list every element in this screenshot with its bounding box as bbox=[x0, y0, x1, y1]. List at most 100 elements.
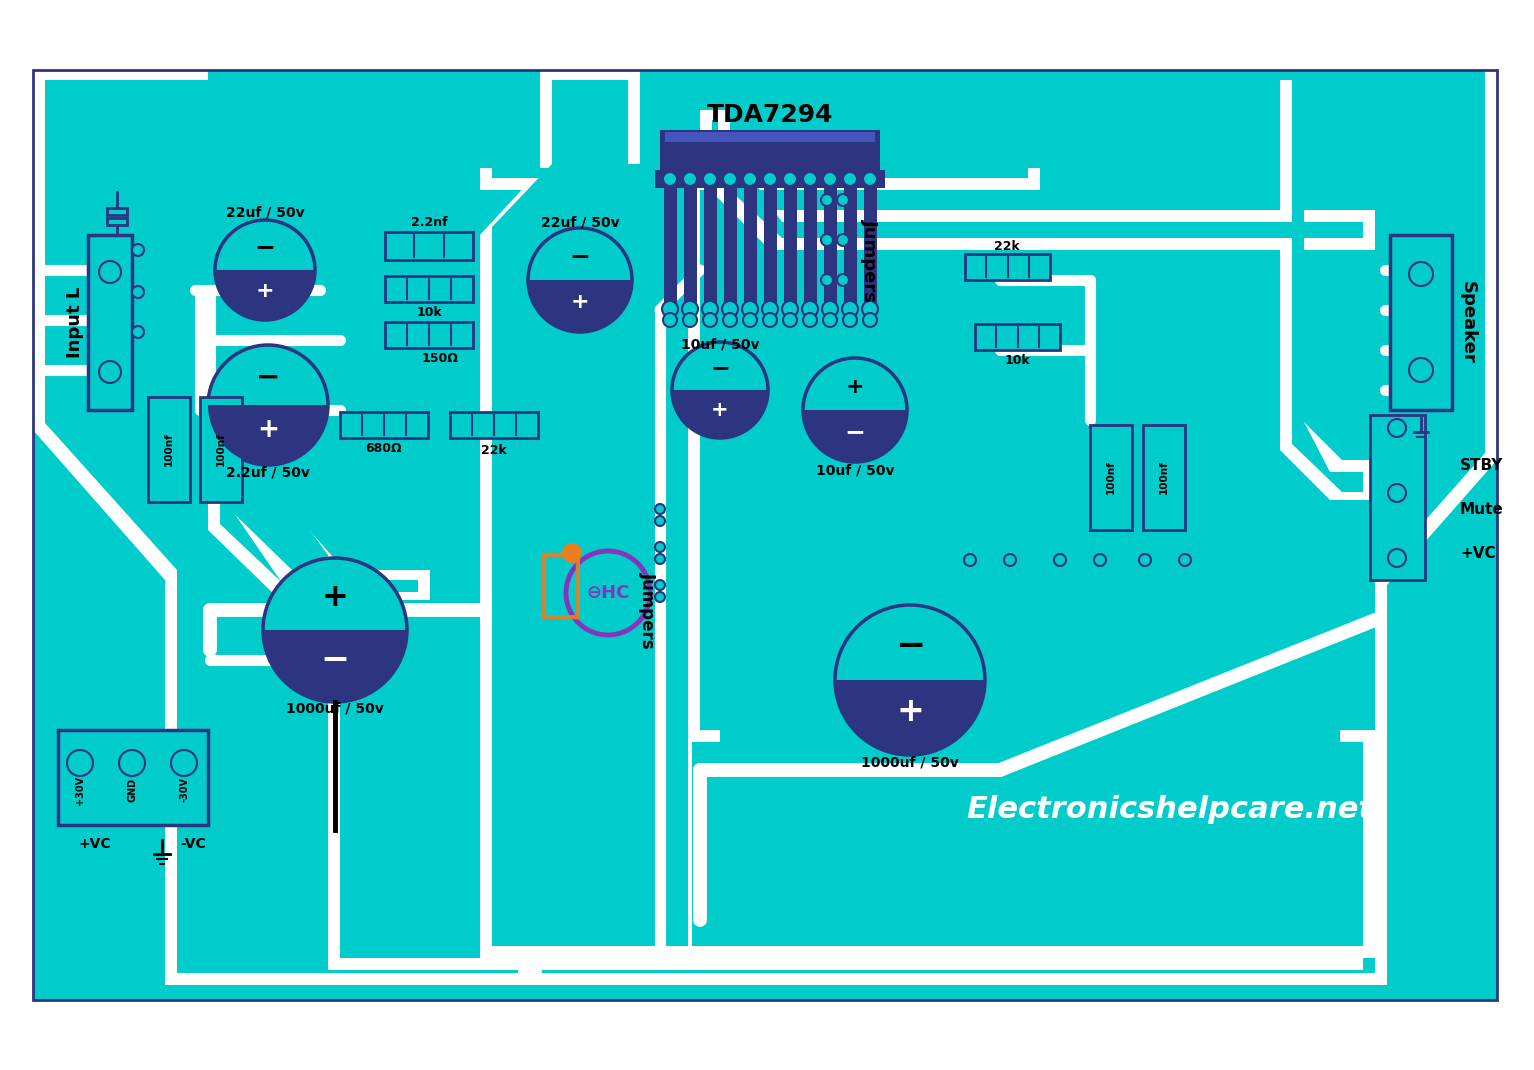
Circle shape bbox=[663, 314, 676, 327]
Circle shape bbox=[528, 228, 632, 332]
Bar bbox=[704, 170, 716, 315]
Bar bbox=[660, 129, 881, 170]
Circle shape bbox=[762, 172, 778, 186]
Polygon shape bbox=[1279, 80, 1374, 500]
Bar bbox=[492, 168, 1028, 178]
Text: 100nf: 100nf bbox=[1160, 460, 1169, 494]
Text: -30V: -30V bbox=[179, 778, 189, 802]
Bar bbox=[449, 412, 538, 438]
Bar bbox=[864, 170, 876, 315]
Circle shape bbox=[1388, 484, 1407, 502]
Text: ⊖HC: ⊖HC bbox=[586, 584, 629, 602]
Polygon shape bbox=[480, 200, 580, 470]
Bar bbox=[844, 170, 856, 315]
Circle shape bbox=[834, 605, 985, 755]
Circle shape bbox=[683, 314, 696, 327]
Text: Input L: Input L bbox=[66, 287, 84, 357]
Polygon shape bbox=[1292, 90, 1364, 492]
Circle shape bbox=[1094, 554, 1106, 566]
Bar bbox=[34, 70, 1497, 1000]
Polygon shape bbox=[692, 742, 1364, 946]
Polygon shape bbox=[480, 70, 700, 958]
Circle shape bbox=[824, 172, 838, 186]
Circle shape bbox=[655, 516, 666, 526]
Bar bbox=[664, 170, 676, 315]
Circle shape bbox=[100, 261, 121, 282]
Text: +VC: +VC bbox=[1460, 547, 1496, 562]
Bar bbox=[684, 170, 696, 315]
Bar bbox=[199, 397, 242, 502]
Circle shape bbox=[824, 314, 838, 327]
Polygon shape bbox=[492, 210, 568, 458]
Circle shape bbox=[663, 301, 678, 317]
Polygon shape bbox=[262, 630, 407, 702]
Bar bbox=[107, 208, 127, 215]
Text: −: − bbox=[255, 235, 276, 260]
Text: 22uf / 50v: 22uf / 50v bbox=[540, 215, 620, 229]
Circle shape bbox=[821, 194, 833, 207]
Text: +: + bbox=[258, 417, 279, 443]
Text: 10uf / 50v: 10uf / 50v bbox=[681, 338, 759, 352]
Text: +: + bbox=[845, 377, 864, 397]
Text: +30V: +30V bbox=[75, 776, 84, 805]
Bar bbox=[724, 170, 736, 315]
Circle shape bbox=[170, 750, 196, 776]
Circle shape bbox=[663, 172, 676, 186]
Text: +: + bbox=[322, 582, 348, 613]
Bar bbox=[147, 397, 190, 502]
Bar bbox=[480, 168, 1040, 190]
Circle shape bbox=[1410, 262, 1433, 286]
Polygon shape bbox=[492, 80, 689, 946]
Text: 22k: 22k bbox=[482, 443, 506, 457]
Bar bbox=[1091, 425, 1132, 530]
Circle shape bbox=[844, 314, 858, 327]
Circle shape bbox=[132, 326, 144, 338]
Text: 100nf: 100nf bbox=[216, 432, 225, 467]
Circle shape bbox=[1054, 554, 1066, 566]
Circle shape bbox=[67, 750, 94, 776]
Text: 150Ω: 150Ω bbox=[422, 352, 459, 365]
Polygon shape bbox=[700, 110, 1374, 250]
Circle shape bbox=[209, 345, 328, 465]
Text: −: − bbox=[710, 356, 730, 381]
Circle shape bbox=[100, 361, 121, 383]
Circle shape bbox=[655, 504, 666, 514]
Bar bbox=[1370, 415, 1425, 580]
Circle shape bbox=[864, 172, 877, 186]
Text: Mute: Mute bbox=[1460, 503, 1503, 518]
Circle shape bbox=[822, 301, 838, 317]
Polygon shape bbox=[209, 421, 430, 600]
Text: 1000uf / 50v: 1000uf / 50v bbox=[861, 755, 959, 769]
Bar bbox=[385, 276, 472, 302]
Text: +: + bbox=[256, 281, 275, 301]
Bar bbox=[87, 235, 132, 410]
Polygon shape bbox=[712, 120, 1364, 238]
Text: 10k: 10k bbox=[416, 306, 442, 320]
Bar bbox=[58, 730, 209, 825]
Polygon shape bbox=[44, 80, 518, 973]
Circle shape bbox=[742, 301, 758, 317]
Circle shape bbox=[1140, 554, 1150, 566]
Circle shape bbox=[703, 172, 716, 186]
Circle shape bbox=[262, 557, 407, 702]
Bar bbox=[976, 324, 1060, 350]
Text: 22k: 22k bbox=[994, 241, 1020, 254]
Bar bbox=[1143, 425, 1184, 530]
Text: −: − bbox=[321, 643, 350, 677]
Bar bbox=[764, 170, 776, 315]
Circle shape bbox=[703, 301, 718, 317]
Circle shape bbox=[215, 220, 314, 320]
Circle shape bbox=[802, 358, 907, 462]
Circle shape bbox=[762, 314, 778, 327]
Circle shape bbox=[132, 244, 144, 256]
Bar bbox=[744, 170, 756, 315]
Polygon shape bbox=[672, 389, 769, 438]
Text: 2.2uf / 50v: 2.2uf / 50v bbox=[225, 465, 310, 479]
Text: Electronicshelpcare.net: Electronicshelpcare.net bbox=[966, 795, 1373, 825]
Bar bbox=[804, 170, 816, 315]
Text: 22uf / 50v: 22uf / 50v bbox=[225, 205, 304, 219]
Circle shape bbox=[802, 172, 818, 186]
Circle shape bbox=[655, 554, 666, 564]
Circle shape bbox=[683, 172, 696, 186]
Text: -VC: -VC bbox=[179, 837, 206, 851]
